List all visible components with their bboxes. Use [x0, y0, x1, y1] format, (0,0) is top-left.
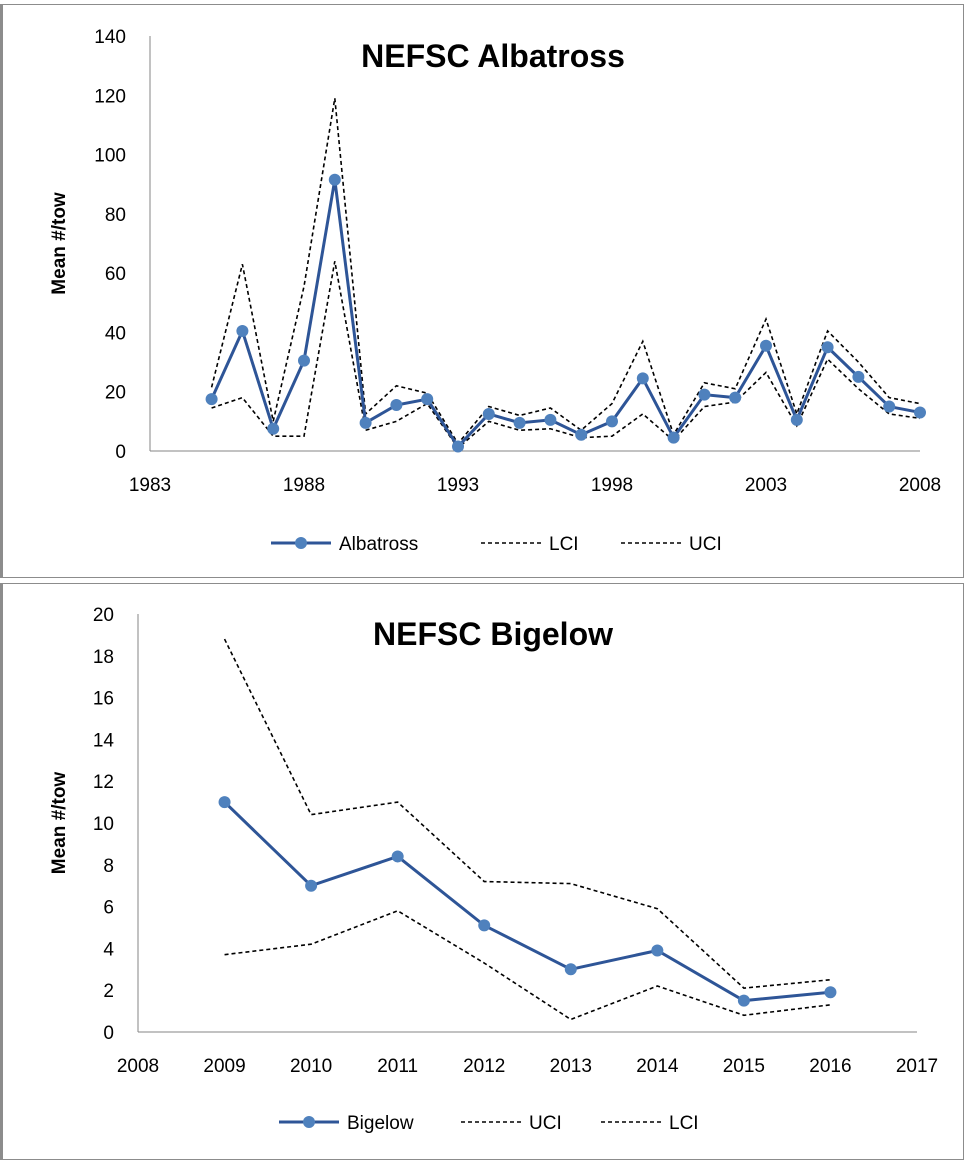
bigelow-chart-panel: 0 2 4 6 8 10 12 14 16 18 20 2008 2009 2010 2011 2012 201…: [0, 583, 964, 1160]
albatross-y-tick-label: 0: [115, 442, 126, 463]
albatross-x-tick-label: 2003: [745, 475, 787, 496]
albatross-chart: 0 20 40 60 80 100 120 140 1983 1988 1993 1998 2003 20…: [49, 27, 941, 555]
albatross-series-albatross-point: [452, 440, 464, 453]
albatross-x-tick-label: 1983: [129, 475, 171, 496]
bigelow-x-tick-label: 2009: [203, 1056, 245, 1077]
bigelow-x-tick-label: 2016: [809, 1056, 851, 1077]
bigelow-y-tick-label: 8: [103, 856, 114, 877]
albatross-series-albatross-point: [914, 406, 926, 419]
bigelow-chart: 0 2 4 6 8 10 12 14 16 18 20 2008 2009 2010 2011 2012 201…: [49, 605, 938, 1134]
albatross-legend-albatross-label: Albatross: [339, 534, 418, 555]
bigelow-x-tick-label: 2012: [463, 1056, 505, 1077]
albatross-series-albatross-point: [513, 416, 526, 429]
albatross-series-albatross-point: [236, 324, 249, 337]
bigelow-series-bigelow-point: [737, 994, 750, 1007]
albatross-x-tick-label: 2008: [899, 475, 941, 496]
albatross-x-tick-label: 1998: [591, 475, 633, 496]
bigelow-legend-uci-label: UCI: [529, 1113, 562, 1134]
albatross-chart-panel: 0 20 40 60 80 100 120 140 1983 1988 1993 1998 2003 20…: [0, 4, 964, 578]
albatross-y-tick-label: 80: [105, 205, 126, 226]
albatross-series-albatross-point: [544, 413, 557, 426]
albatross-x-tick-label: 1988: [283, 475, 325, 496]
bigelow-series-lci-line: [224, 909, 831, 1021]
albatross-y-tick-label: 100: [94, 146, 126, 167]
bigelow-y-axis-label: Mean #/tow: [49, 772, 70, 875]
bigelow-y-tick-label: 14: [93, 730, 115, 751]
bigelow-legend-lci-label: LCI: [669, 1113, 699, 1134]
albatross-series-albatross-point: [482, 407, 495, 420]
bigelow-y-tick-label: 10: [93, 814, 114, 835]
albatross-series-albatross-point: [421, 393, 434, 406]
albatross-series-uci-line: [210, 98, 921, 445]
albatross-y-axis-label: Mean #/tow: [49, 192, 70, 295]
albatross-y-tick-label: 20: [105, 383, 126, 404]
albatross-series-albatross-point: [575, 428, 588, 441]
albatross-series-albatross-line: [210, 179, 921, 449]
albatross-series-albatross-point: [790, 413, 803, 426]
bigelow-chart-title: NEFSC Bigelow: [373, 616, 613, 652]
bigelow-series-bigelow-line: [223, 801, 831, 1003]
albatross-series-albatross-point: [267, 422, 280, 435]
bigelow-series-bigelow-point: [478, 919, 491, 932]
albatross-series-albatross-point: [359, 416, 372, 429]
albatross-series-albatross-point: [298, 354, 310, 367]
albatross-legend-albatross-marker: [295, 537, 307, 549]
albatross-y-tick-label: 140: [94, 27, 126, 48]
bigelow-y-tick-label: 6: [103, 898, 114, 919]
albatross-series-albatross-point: [328, 173, 341, 186]
albatross-series-albatross-point: [760, 339, 772, 352]
bigelow-y-tick-label: 2: [103, 981, 114, 1002]
bigelow-x-tick-label: 2010: [290, 1056, 332, 1077]
bigelow-y-tick-label: 18: [93, 647, 114, 668]
bigelow-y-tick-label: 20: [93, 605, 114, 626]
bigelow-x-tick-label: 2008: [117, 1056, 159, 1077]
bigelow-y-tick-label: 12: [93, 772, 114, 793]
albatross-series-albatross-point: [852, 370, 865, 383]
albatross-legend-lci-label: LCI: [549, 534, 579, 555]
albatross-chart-title: NEFSC Albatross: [361, 38, 625, 74]
albatross-series-albatross-point: [698, 388, 711, 401]
bigelow-x-tick-label: 2013: [550, 1056, 592, 1077]
bigelow-y-tick-label: 4: [103, 939, 114, 960]
albatross-series-albatross-point: [390, 399, 403, 412]
bigelow-legend-bigelow-label: Bigelow: [347, 1113, 414, 1134]
bigelow-x-tick-label: 2017: [896, 1056, 938, 1077]
albatross-series-albatross-point: [667, 431, 680, 444]
albatross-series-albatross-point: [636, 372, 649, 385]
bigelow-x-tick-label: 2015: [723, 1056, 765, 1077]
bigelow-y-tick-label: 0: [103, 1023, 114, 1044]
bigelow-series-bigelow-point: [305, 879, 318, 892]
albatross-x-tick-label: 1993: [437, 475, 479, 496]
albatross-series-albatross-point: [821, 341, 834, 354]
bigelow-series-bigelow-point: [218, 796, 231, 809]
bigelow-x-tick-label: 2011: [377, 1056, 418, 1077]
bigelow-series-bigelow-point: [564, 963, 577, 976]
bigelow-series-bigelow-point: [651, 944, 664, 957]
albatross-series-albatross-point: [205, 393, 218, 406]
albatross-series-albatross-point: [883, 400, 896, 413]
albatross-y-tick-label: 40: [105, 323, 126, 344]
albatross-y-tick-label: 60: [105, 264, 126, 285]
albatross-legend-uci-label: UCI: [689, 534, 722, 555]
bigelow-y-tick-label: 16: [93, 689, 114, 710]
albatross-series-lci-line: [211, 261, 921, 450]
bigelow-legend-bigelow-marker: [303, 1116, 315, 1128]
albatross-series-albatross-point: [606, 415, 618, 428]
bigelow-series-bigelow-point: [824, 986, 837, 999]
albatross-y-tick-label: 120: [94, 86, 126, 107]
bigelow-x-tick-label: 2014: [636, 1056, 679, 1077]
albatross-series-albatross-point: [729, 391, 742, 404]
bigelow-series-bigelow-point: [391, 850, 404, 863]
bigelow-series-uci-line: [223, 638, 831, 989]
